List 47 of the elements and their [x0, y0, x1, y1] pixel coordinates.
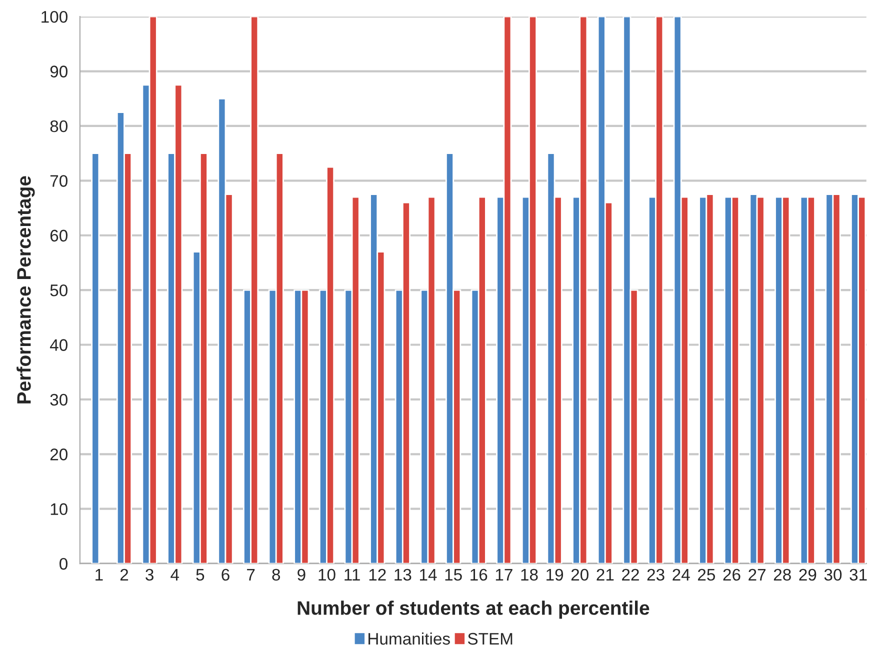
y-tick-label: 10	[50, 503, 68, 516]
x-tick-label: 22	[622, 568, 639, 580]
x-tick-label: 1	[96, 569, 103, 580]
x-tick-label: 27	[748, 568, 766, 580]
x-tick-label: 4	[170, 569, 180, 580]
x-tick-label: 19	[546, 568, 564, 581]
y-axis-title: Performance Percentage	[16, 176, 35, 404]
x-tick-label: 15	[445, 569, 462, 581]
x-tick-label: 20	[571, 568, 588, 581]
y-tick-label: 90	[50, 66, 68, 78]
y-tick-label: 80	[50, 120, 68, 132]
x-tick-label: 16	[470, 568, 488, 581]
x-tick-label: 6	[222, 568, 230, 581]
x-tick-label: 2	[120, 568, 128, 580]
y-tick-label: 70	[50, 175, 68, 187]
x-tick-label: 7	[247, 569, 255, 580]
bar	[91, 152, 100, 564]
x-tick-label: 29	[799, 568, 816, 581]
x-tick-label: 17	[496, 569, 512, 580]
y-tick-label: 60	[50, 230, 68, 242]
x-tick-label: 26	[723, 568, 740, 581]
x-tick-label: 5	[196, 569, 204, 581]
y-tick-label: 40	[50, 339, 68, 351]
legend-label: Humanities	[368, 632, 450, 645]
x-axis-title: Number of students at each percentile	[298, 600, 650, 619]
x-tick-label: 25	[698, 568, 715, 581]
x-tick-label: 11	[344, 569, 360, 580]
x-tick-label: 14	[420, 569, 437, 580]
x-tick-label: 30	[824, 568, 842, 581]
x-tick-label: 10	[318, 568, 336, 581]
x-tick-label: 31	[850, 568, 867, 581]
x-tick-label: 9	[298, 568, 306, 581]
x-tick-label: 23	[647, 568, 664, 581]
y-tick-label: 30	[50, 394, 68, 406]
x-tick-label: 13	[394, 568, 412, 581]
y-tick-label: 0	[60, 558, 68, 570]
legend-label: STEM	[468, 632, 512, 645]
x-tick-label: 24	[672, 568, 690, 580]
x-tick-label: 8	[272, 568, 280, 581]
x-tick-label: 3	[146, 568, 154, 581]
y-tick-label: 20	[50, 448, 68, 460]
x-tick-label: 21	[596, 568, 614, 580]
y-tick-label: 100	[42, 10, 68, 23]
x-tick-label: 12	[369, 568, 386, 580]
x-tick-label: 28	[774, 568, 791, 581]
x-tick-label: 18	[521, 568, 538, 581]
y-tick-label: 50	[50, 284, 68, 296]
